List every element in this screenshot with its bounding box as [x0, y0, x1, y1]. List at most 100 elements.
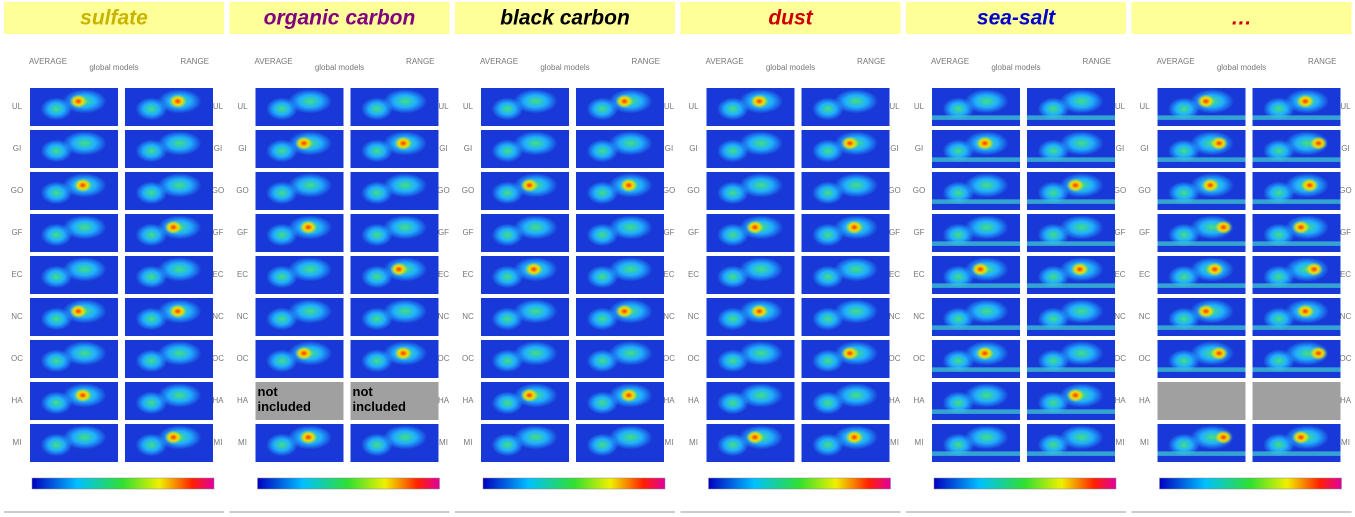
row-label: UL [664, 102, 675, 111]
map-feature [1310, 136, 1328, 150]
map-band [932, 283, 1020, 288]
figure: sulfate AVERAGE global models RANGE UL UL GI GI… [0, 0, 1355, 517]
map-band [932, 115, 1020, 120]
row-label: EC [1340, 270, 1351, 279]
row-label: GO [663, 186, 675, 195]
row-label: GI [890, 144, 898, 153]
row-label: GI [214, 144, 222, 153]
map-feature [739, 383, 783, 407]
row-label: OC [688, 354, 700, 363]
average-label: AVERAGE [706, 57, 744, 66]
map-band [1158, 115, 1246, 120]
row-label: GF [663, 228, 674, 237]
row-label: GF [688, 228, 699, 237]
colorbar [258, 478, 440, 489]
row-label: EC [663, 270, 674, 279]
map-feature [846, 430, 864, 444]
range-label: RANGE [1083, 57, 1111, 66]
map-feature [1297, 304, 1315, 318]
note-box: not included [258, 384, 338, 422]
row-label: HA [1139, 396, 1151, 405]
row-label: NC [1139, 312, 1151, 321]
average-label: AVERAGE [29, 57, 67, 66]
row-label: GI [915, 144, 923, 153]
row-label: GO [1114, 186, 1126, 195]
map-feature [609, 341, 653, 365]
map-band [1253, 199, 1341, 204]
row-label: OC [237, 354, 249, 363]
row-label: EC [212, 270, 223, 279]
map-feature [521, 178, 539, 192]
map-band [932, 409, 1020, 414]
map-band [1253, 115, 1341, 120]
map-feature [521, 388, 539, 402]
row-label: EC [688, 270, 699, 279]
map-feature [514, 341, 558, 365]
map-band [1158, 451, 1246, 456]
row-label: GI [1140, 144, 1148, 153]
row-label: GO [212, 186, 224, 195]
center-label: global models [766, 63, 815, 72]
column-title: dust [768, 7, 813, 30]
map-feature [1060, 341, 1104, 365]
colorbar [32, 478, 214, 489]
map-feature [746, 430, 764, 444]
map-feature [288, 257, 332, 281]
map-band [932, 451, 1020, 456]
map-feature [63, 425, 107, 449]
row-label: MI [13, 438, 22, 447]
map-feature [1210, 136, 1228, 150]
map-feature [739, 131, 783, 155]
map-band [1027, 199, 1115, 204]
range-label: RANGE [181, 57, 209, 66]
map-feature [288, 89, 332, 113]
row-label: HA [913, 396, 925, 405]
row-label: UL [438, 102, 449, 111]
map-feature [1292, 430, 1310, 444]
map-band [1158, 325, 1246, 330]
map-feature [739, 173, 783, 197]
average-label: AVERAGE [1157, 57, 1195, 66]
row-label: GO [1138, 186, 1150, 195]
row-label: NC [462, 312, 474, 321]
map-feature [383, 215, 427, 239]
row-label: OC [1114, 354, 1126, 363]
map-band [932, 199, 1020, 204]
map-feature [834, 383, 878, 407]
row-label: MI [665, 438, 674, 447]
map-feature [383, 89, 427, 113]
row-label: OC [462, 354, 474, 363]
map-feature [965, 383, 1009, 407]
column-title: organic carbon [264, 7, 416, 30]
map-feature [739, 257, 783, 281]
average-label: AVERAGE [931, 57, 969, 66]
column-title: black carbon [500, 7, 630, 30]
row-label: EC [438, 270, 449, 279]
map-feature [1206, 262, 1224, 276]
column-title: sulfate [80, 7, 148, 30]
map-feature [1301, 178, 1319, 192]
row-label: HA [438, 396, 450, 405]
row-label: MI [1140, 438, 1149, 447]
row-label: GO [687, 186, 699, 195]
row-label: OC [1340, 354, 1352, 363]
map-feature [965, 173, 1009, 197]
map-feature [1060, 89, 1104, 113]
row-label: GO [888, 186, 900, 195]
map-feature [1060, 299, 1104, 323]
map-feature [1067, 178, 1085, 192]
range-label: RANGE [857, 57, 885, 66]
colorbar [1160, 478, 1342, 489]
map-feature [288, 299, 332, 323]
row-label: GF [11, 228, 22, 237]
column-title: sea-salt [977, 7, 1056, 30]
map-feature [1060, 425, 1104, 449]
map-feature [846, 220, 864, 234]
map-feature [1292, 220, 1310, 234]
row-label: MI [214, 438, 223, 447]
map-feature [514, 215, 558, 239]
map-band [1027, 283, 1115, 288]
map-band [1253, 157, 1341, 162]
map-feature [751, 304, 769, 318]
map-feature [295, 346, 313, 360]
